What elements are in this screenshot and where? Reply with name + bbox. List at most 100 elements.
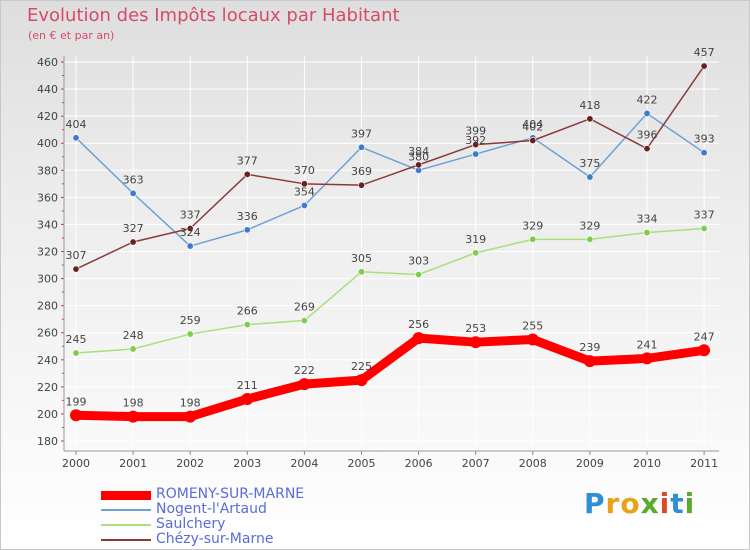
data-label: 259 — [180, 314, 201, 327]
x-tick-label: 2006 — [405, 457, 433, 470]
data-point — [529, 235, 537, 243]
data-point — [72, 265, 80, 273]
data-label: 402 — [522, 121, 543, 134]
data-label: 380 — [408, 150, 429, 163]
data-point — [300, 180, 308, 188]
data-point — [641, 352, 653, 365]
data-label: 222 — [294, 364, 315, 377]
legend-label: Saulchery — [156, 516, 226, 532]
data-label: 324 — [180, 226, 201, 239]
data-point — [415, 161, 423, 169]
data-point — [129, 189, 137, 197]
x-tick-label: 2005 — [348, 457, 376, 470]
chart-subtitle: (en € et par an) — [28, 29, 115, 42]
data-label: 253 — [465, 322, 486, 335]
data-point — [186, 224, 194, 232]
data-point — [469, 336, 482, 349]
proxiti-logo: Proxiti — [584, 487, 695, 520]
y-tick-label: 300 — [37, 273, 58, 286]
data-label: 256 — [408, 318, 429, 331]
data-point — [355, 374, 368, 387]
data-point — [70, 409, 82, 422]
y-tick-label: 280 — [37, 300, 58, 313]
series-line-0 — [71, 333, 709, 422]
data-point — [583, 355, 596, 368]
plot-area — [64, 56, 719, 451]
data-point — [72, 349, 80, 357]
data-label: 255 — [522, 319, 543, 332]
x-tick-label: 2003 — [233, 457, 261, 470]
data-point — [472, 249, 480, 257]
data-labels: 199 198 198 211 222 225 256 253 255 239 241 247 404 3… — [66, 46, 715, 410]
x-tick-label: 2001 — [119, 457, 147, 470]
x-tick-label: 2002 — [176, 457, 204, 470]
x-tick-label: 2011 — [690, 457, 718, 470]
data-label: 329 — [579, 219, 600, 232]
data-label: 199 — [66, 395, 87, 408]
legend-label: Nogent-l'Artaud — [156, 501, 267, 517]
logo-letter: r — [605, 487, 621, 520]
data-point — [357, 268, 365, 276]
legend-label: Chézy-sur-Marne — [156, 531, 274, 547]
y-tick-label: 200 — [37, 408, 58, 421]
data-point — [186, 242, 194, 250]
data-label: 404 — [522, 118, 543, 131]
data-label: 377 — [237, 154, 258, 167]
data-label: 392 — [465, 134, 486, 147]
data-point — [412, 332, 425, 345]
y-tick-label: 240 — [37, 354, 58, 367]
data-point — [643, 145, 651, 153]
y-tick-label: 340 — [37, 218, 58, 231]
data-point — [700, 149, 708, 157]
legend-label: ROMENY-SUR-MARNE — [156, 486, 305, 502]
logo-letter: i — [659, 487, 671, 520]
logo-letter: o — [620, 487, 641, 520]
legend-swatch — [101, 524, 151, 526]
y-tick-label: 440 — [37, 83, 58, 96]
data-label: 225 — [351, 360, 372, 373]
data-point — [243, 321, 251, 329]
data-label: 457 — [694, 46, 715, 59]
data-point — [586, 115, 594, 123]
data-label: 334 — [637, 213, 658, 226]
data-point — [129, 345, 137, 353]
series-line-1 — [75, 112, 705, 247]
data-point — [184, 410, 197, 423]
data-point — [526, 333, 539, 346]
x-tick-label: 2008 — [519, 457, 547, 470]
data-label: 418 — [579, 99, 600, 112]
data-point — [415, 271, 423, 279]
legend-item: Saulchery — [101, 516, 361, 532]
data-label: 211 — [237, 379, 258, 392]
x-tick-label: 2009 — [576, 457, 604, 470]
data-point — [698, 344, 711, 357]
legend-item: Chézy-sur-Marne — [101, 531, 361, 547]
data-label: 247 — [694, 330, 715, 343]
data-point — [300, 201, 308, 209]
data-point — [243, 170, 251, 178]
data-point — [300, 317, 308, 325]
logo-letter: P — [584, 487, 606, 520]
x-tick-label: 2010 — [633, 457, 661, 470]
data-label: 198 — [123, 397, 144, 410]
legend: ROMENY-SUR-MARNE Nogent-l'Artaud Saulchery… — [101, 486, 361, 547]
data-point — [129, 238, 137, 246]
y-tick-label: 460 — [37, 56, 58, 69]
data-label: 305 — [351, 252, 372, 265]
data-point — [586, 235, 594, 243]
data-label: 336 — [237, 210, 258, 223]
y-tick-label: 320 — [37, 246, 58, 259]
data-label: 248 — [123, 329, 144, 342]
data-point — [700, 224, 708, 232]
chart-title: Evolution des Impôts locaux par Habitant — [27, 5, 400, 26]
data-label: 404 — [66, 118, 87, 131]
legend-item: ROMENY-SUR-MARNE — [101, 486, 361, 502]
data-point — [186, 330, 194, 338]
data-label: 396 — [637, 129, 658, 142]
data-label: 198 — [180, 397, 201, 410]
data-point — [241, 393, 254, 406]
data-label: 241 — [637, 338, 658, 351]
data-point — [586, 173, 594, 181]
data-label: 369 — [351, 165, 372, 178]
data-point — [357, 181, 365, 189]
